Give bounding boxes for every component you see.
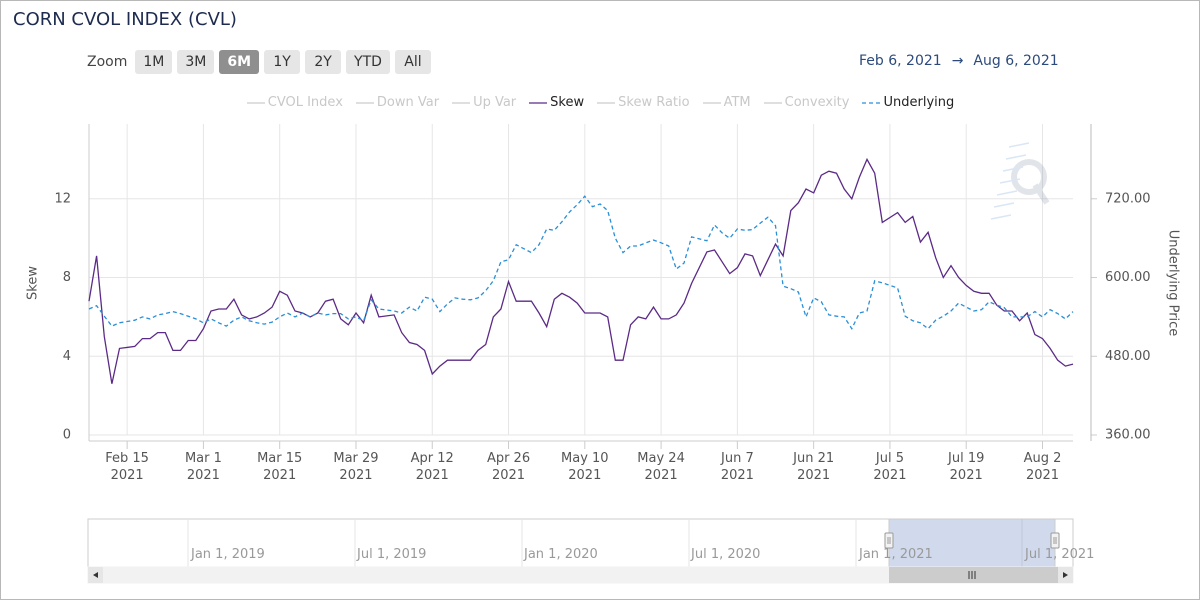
navigator-handle[interactable]: [884, 532, 894, 549]
navigator-label: Jan 1, 2021: [859, 547, 933, 562]
y-tick-label: 4: [63, 349, 71, 364]
range-from[interactable]: Feb 6, 2021: [859, 53, 942, 69]
legend-item[interactable]: ATM: [702, 95, 751, 110]
scrollbar-right-arrow: [1063, 572, 1068, 578]
legend-label: Down Var: [376, 95, 440, 110]
y2-tick-label: 720.00: [1105, 191, 1151, 206]
legend-symbol: [702, 101, 721, 104]
zoom-button[interactable]: YTD: [346, 50, 390, 74]
zoom-label: Zoom: [87, 54, 128, 70]
x-tick-label: Aug 2 2021: [1023, 451, 1062, 483]
x-tick-label: Mar 29 2021: [333, 451, 379, 483]
zoom-button[interactable]: 1M: [135, 50, 173, 74]
scrollbar-left-arrow: [93, 572, 98, 578]
y-tick-label: 12: [54, 191, 71, 206]
navigator-handle[interactable]: [1050, 532, 1060, 549]
zoom-bar: Zoom 1M 3M 6M 1Y 2Y YTD All: [87, 50, 431, 74]
legend-item[interactable]: Convexity: [763, 95, 850, 110]
legend-item[interactable]: Up Var: [451, 95, 516, 110]
zoom-button[interactable]: 6M: [219, 50, 260, 74]
x-tick-label: Mar 1 2021: [184, 451, 222, 483]
x-tick-label: May 24 2021: [637, 451, 685, 483]
zoom-button[interactable]: 2Y: [305, 50, 342, 74]
zoom-button[interactable]: 3M: [177, 50, 215, 74]
watermark-stripe: [1005, 154, 1027, 160]
y2-tick-label: 360.00: [1105, 428, 1151, 443]
watermark-stripe: [999, 178, 1021, 184]
x-tick-label: Jul 19 2021: [948, 451, 985, 483]
legend-symbol: [355, 101, 374, 104]
watermark-tail: [1032, 183, 1050, 205]
x-tick-label: Apr 26 2021: [486, 451, 531, 483]
series-line: [88, 195, 1074, 331]
range-arrow: →: [951, 53, 964, 69]
navigator-frame: [87, 518, 1074, 568]
watermark-ring: [1011, 159, 1047, 195]
zoom-button[interactable]: 1Y: [264, 50, 301, 74]
y-tick-label: 0: [63, 428, 71, 443]
y-axis-title: Skew: [26, 266, 41, 300]
legend: CVOL Index Down Var Up Var Skew Skew Ratio AT…: [1, 95, 1199, 110]
chart-title: CORN CVOL INDEX (CVL): [13, 9, 237, 30]
scrollbar-thumb[interactable]: [889, 567, 1059, 583]
navigator-label: Jul 1, 2020: [691, 547, 761, 562]
y2-tick-label: 480.00: [1105, 349, 1151, 364]
watermark: [990, 142, 1050, 220]
legend-symbol: [597, 101, 616, 104]
legend-symbol: [763, 101, 782, 104]
legend-label: Skew Ratio: [618, 95, 690, 110]
x-tick-label: Feb 15 2021: [105, 451, 149, 483]
y2-tick-label: 600.00: [1105, 270, 1151, 285]
range-to[interactable]: Aug 6, 2021: [973, 53, 1059, 69]
watermark-stripe: [996, 190, 1018, 196]
date-range: Feb 6, 2021 → Aug 6, 2021: [859, 53, 1059, 69]
legend-item[interactable]: CVOL Index: [246, 95, 343, 110]
x-tick-label: Mar 15 2021: [257, 451, 303, 483]
navigator-label: Jan 1, 2019: [191, 547, 265, 562]
legend-label: Underlying: [883, 95, 955, 110]
y-tick-label: 8: [63, 270, 71, 285]
zoom-button[interactable]: All: [394, 50, 431, 74]
x-tick-label: Jun 21 2021: [793, 451, 835, 483]
legend-item[interactable]: Skew Ratio: [596, 95, 690, 110]
legend-label: Up Var: [473, 95, 517, 110]
navigator-label: Jul 1, 2021: [1025, 547, 1095, 562]
watermark-stripe: [993, 202, 1015, 208]
legend-symbol: [246, 101, 265, 104]
legend-label: Convexity: [784, 95, 850, 110]
y2-axis-title: Underlying Price: [1166, 230, 1181, 337]
x-tick-label: May 10 2021: [561, 451, 609, 483]
legend-symbol: [452, 101, 471, 104]
series-line: [88, 157, 1074, 384]
legend-item[interactable]: Skew: [528, 95, 584, 110]
watermark-stripe: [1008, 142, 1030, 148]
legend-label: Skew: [550, 95, 585, 110]
x-tick-label: Jul 5 2021: [873, 451, 907, 483]
navigator-label: Jan 1, 2020: [524, 547, 598, 562]
legend-label: CVOL Index: [267, 95, 343, 110]
legend-item[interactable]: Down Var: [355, 95, 439, 110]
navigator: [87, 518, 1074, 568]
x-tick-label: Jun 7 2021: [720, 451, 754, 483]
legend-item[interactable]: Underlying: [861, 95, 954, 110]
watermark-stripe: [1002, 166, 1024, 172]
legend-symbol: [529, 101, 548, 104]
legend-label: ATM: [723, 95, 751, 110]
navigator-label: Jul 1, 2019: [357, 547, 427, 562]
legend-symbol: [862, 101, 881, 104]
x-tick-label: Apr 12 2021: [410, 451, 454, 483]
watermark-stripe: [990, 214, 1012, 220]
